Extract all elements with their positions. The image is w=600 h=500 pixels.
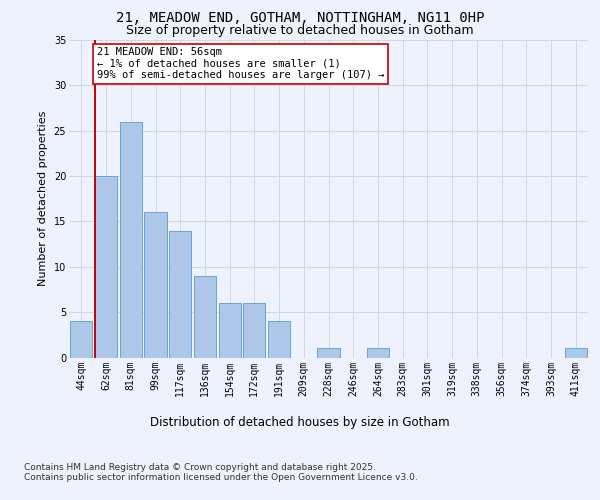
Text: Distribution of detached houses by size in Gotham: Distribution of detached houses by size … (150, 416, 450, 429)
Bar (145, 212, 167, 358)
Text: Contains HM Land Registry data © Crown copyright and database right 2025.
Contai: Contains HM Land Registry data © Crown c… (24, 463, 418, 482)
Bar (367, 348, 389, 358)
Bar (70, 321, 92, 358)
Bar (243, 303, 265, 358)
Text: 21 MEADOW END: 56sqm
← 1% of detached houses are smaller (1)
99% of semi-detache: 21 MEADOW END: 56sqm ← 1% of detached ho… (97, 48, 385, 80)
Bar (218, 303, 241, 358)
Bar (565, 348, 587, 358)
Bar (268, 321, 290, 358)
Text: 21, MEADOW END, GOTHAM, NOTTINGHAM, NG11 0HP: 21, MEADOW END, GOTHAM, NOTTINGHAM, NG11… (116, 11, 484, 25)
Bar (317, 348, 340, 358)
Bar (95, 176, 117, 358)
Y-axis label: Number of detached properties: Number of detached properties (38, 111, 48, 286)
Bar (194, 276, 216, 357)
Bar (119, 122, 142, 358)
Text: Size of property relative to detached houses in Gotham: Size of property relative to detached ho… (126, 24, 474, 37)
Bar (169, 230, 191, 358)
